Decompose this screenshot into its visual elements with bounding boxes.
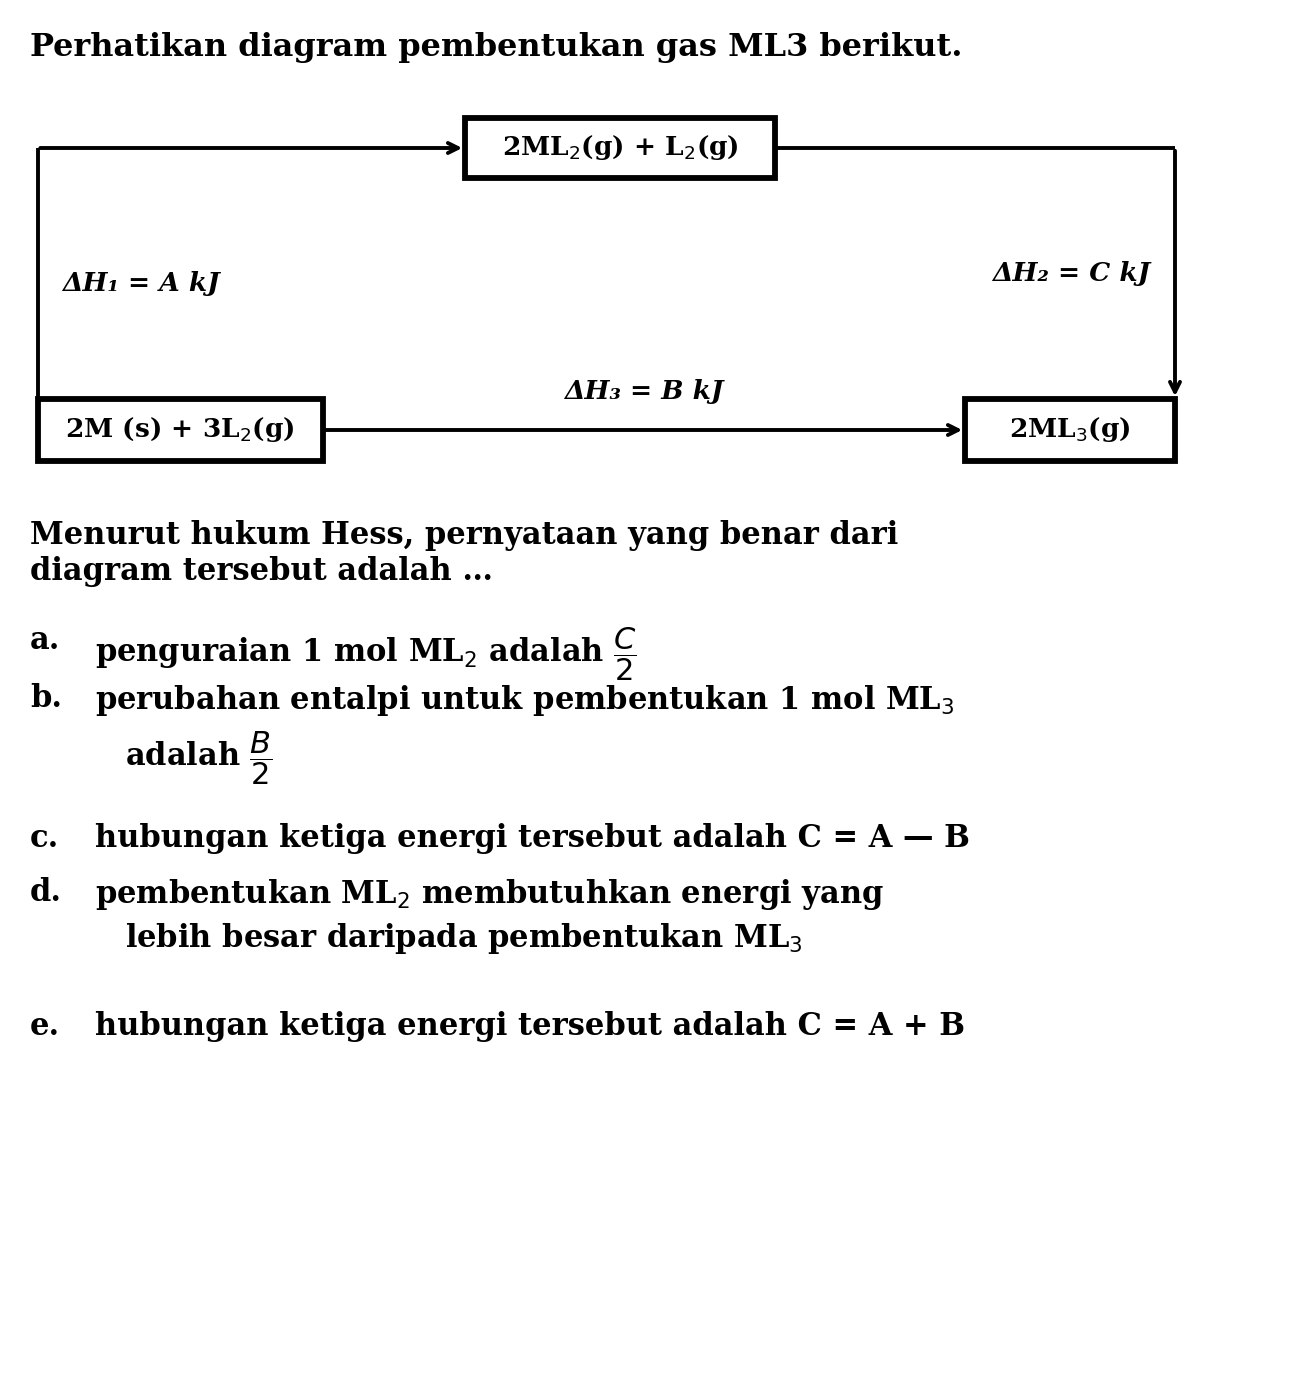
- Text: 2M (s) + 3L$_2$(g): 2M (s) + 3L$_2$(g): [65, 416, 295, 445]
- Text: hubungan ketiga energi tersebut adalah C = A + B: hubungan ketiga energi tersebut adalah C…: [95, 1011, 965, 1042]
- Bar: [965, 400, 1175, 462]
- Text: lebih besar daripada pembentukan ML$_3$: lebih besar daripada pembentukan ML$_3$: [126, 921, 803, 956]
- Text: d.: d.: [30, 876, 62, 908]
- Text: penguraian 1 mol ML$_2$ adalah $\dfrac{C}{2}$: penguraian 1 mol ML$_2$ adalah $\dfrac{C…: [95, 626, 637, 682]
- Bar: [38, 400, 322, 462]
- Text: ΔH₁ = A kJ: ΔH₁ = A kJ: [62, 271, 220, 296]
- Text: e.: e.: [30, 1011, 60, 1042]
- Text: hubungan ketiga energi tersebut adalah C = A — B: hubungan ketiga energi tersebut adalah C…: [95, 823, 970, 854]
- Text: ΔH₃ = B kJ: ΔH₃ = B kJ: [565, 379, 724, 405]
- Text: a.: a.: [30, 626, 61, 656]
- Text: diagram tersebut adalah …: diagram tersebut adalah …: [30, 555, 493, 587]
- Text: ΔH₂ = C kJ: ΔH₂ = C kJ: [992, 260, 1150, 287]
- Text: 2ML$_2$(g) + L$_2$(g): 2ML$_2$(g) + L$_2$(g): [501, 134, 738, 163]
- Bar: [465, 119, 774, 178]
- Text: Menurut hukum Hess, pernyataan yang benar dari: Menurut hukum Hess, pernyataan yang bena…: [30, 520, 899, 551]
- Text: perubahan entalpi untuk pembentukan 1 mol ML$_3$: perubahan entalpi untuk pembentukan 1 mo…: [95, 683, 954, 718]
- Text: b.: b.: [30, 683, 62, 714]
- Text: c.: c.: [30, 823, 60, 854]
- Text: Perhatikan diagram pembentukan gas ML3 berikut.: Perhatikan diagram pembentukan gas ML3 b…: [30, 32, 962, 63]
- Text: pembentukan ML$_2$ membutuhkan energi yang: pembentukan ML$_2$ membutuhkan energi ya…: [95, 876, 884, 912]
- Text: adalah $\dfrac{B}{2}$: adalah $\dfrac{B}{2}$: [126, 729, 273, 787]
- Text: 2ML$_3$(g): 2ML$_3$(g): [1009, 416, 1131, 445]
